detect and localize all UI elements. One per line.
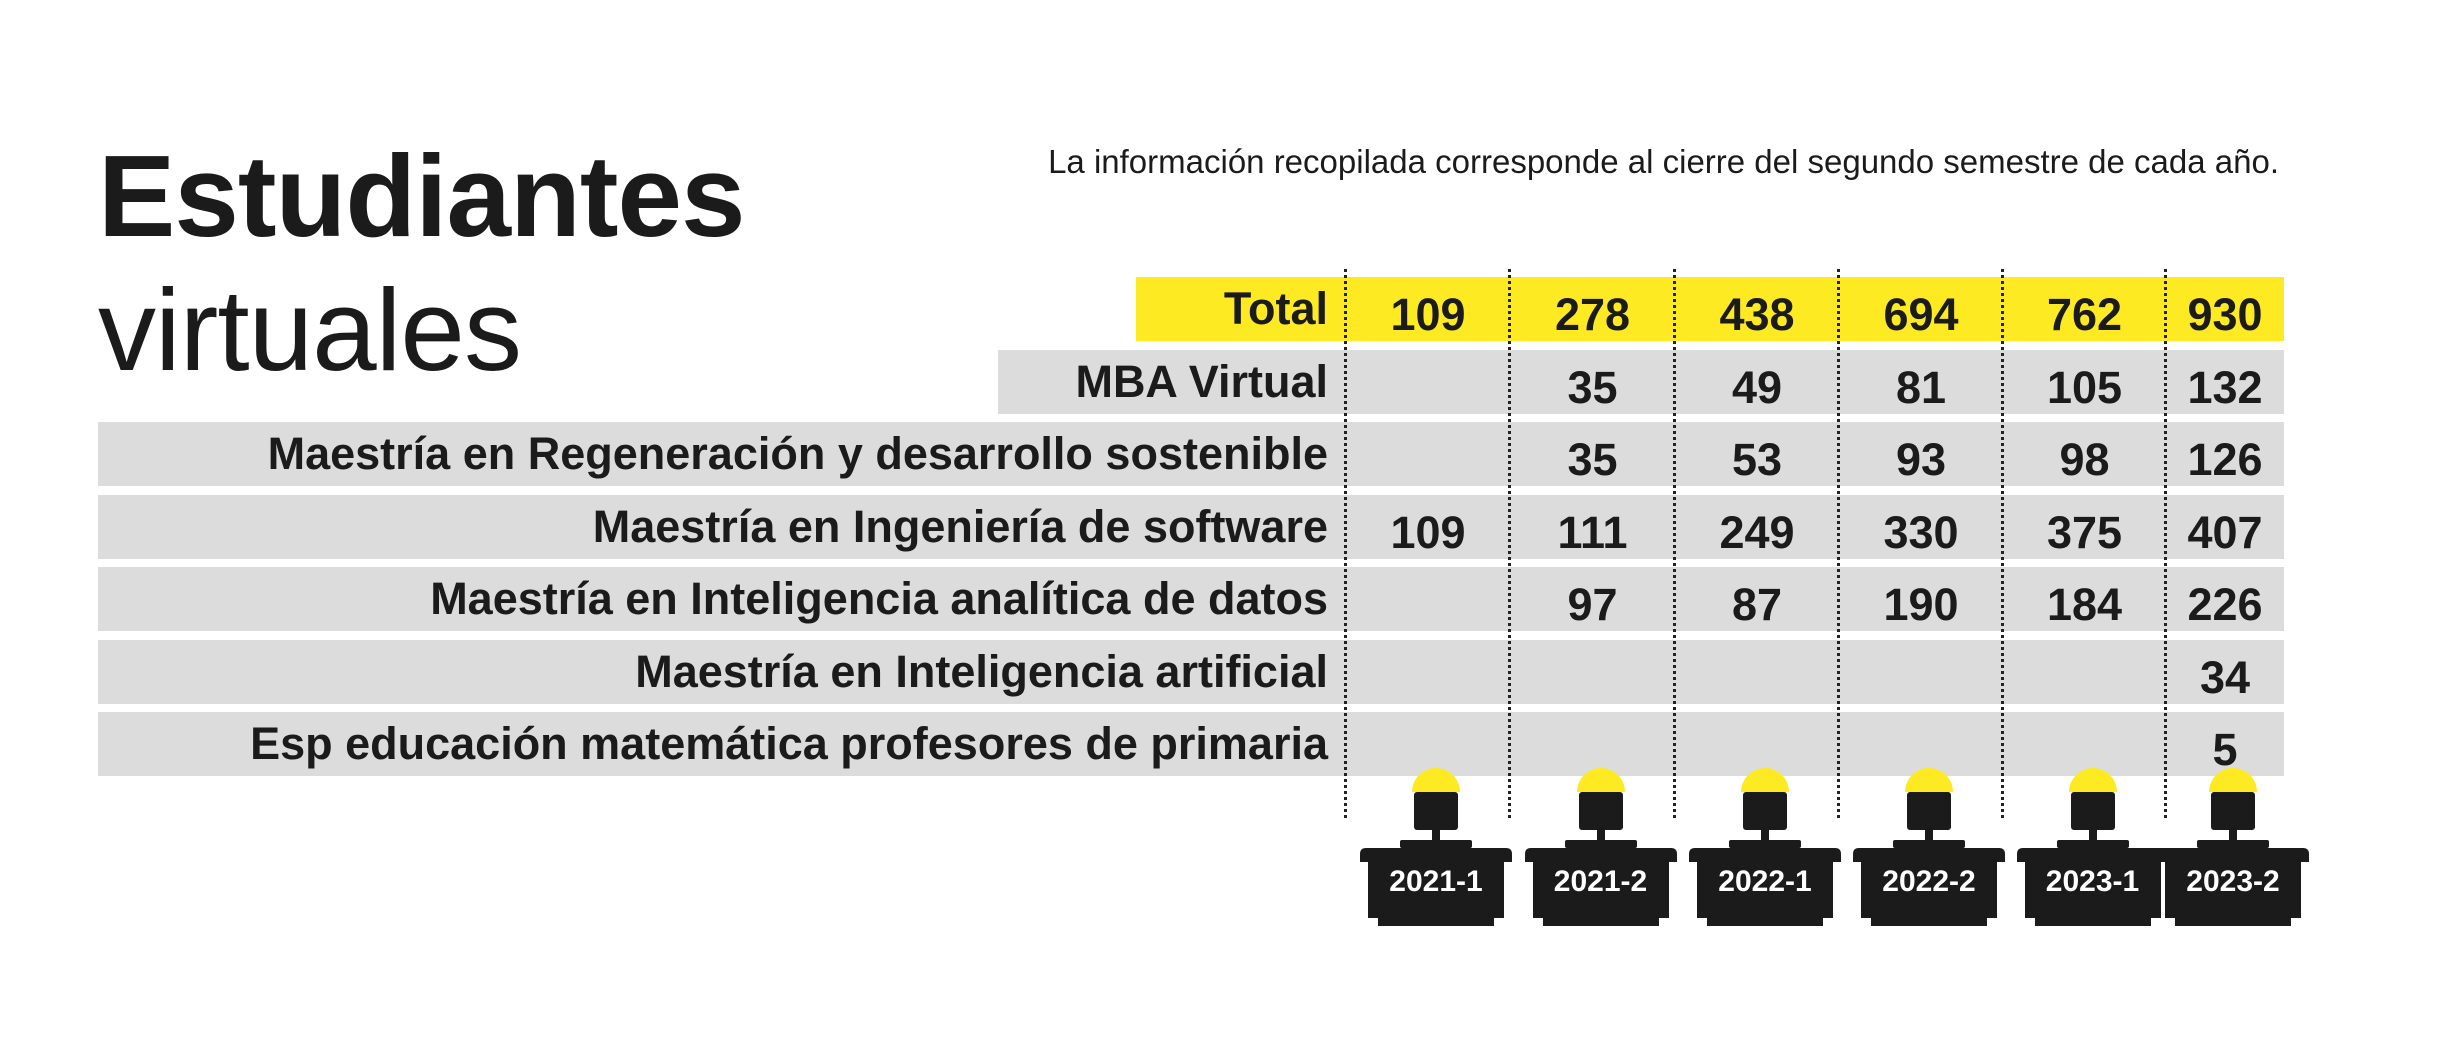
value-cell — [1346, 356, 1510, 420]
row-label: Esp educación matemática profesores de p… — [250, 718, 1328, 769]
total-value-cell: 438 — [1719, 289, 1795, 340]
row-label: MBA Virtual — [1075, 356, 1328, 407]
total-label: Total — [1223, 283, 1328, 334]
value-cell: 132 — [2187, 362, 2263, 413]
column-separator — [1837, 269, 1840, 818]
column-separator — [1508, 269, 1511, 818]
value-cell: 98 — [2059, 434, 2110, 485]
value-cell: 93 — [1895, 434, 1947, 485]
desk-computer-lamp-icon — [1524, 768, 1677, 926]
value-cell: 81 — [1895, 362, 1947, 413]
column-separator — [1673, 269, 1676, 818]
value-cell — [1839, 646, 2003, 710]
value-cell — [1346, 646, 1510, 710]
total-value-cell: 762 — [2046, 289, 2123, 340]
row-label: Maestría en Inteligencia analítica de da… — [430, 573, 1328, 624]
row-bg — [98, 712, 2284, 776]
row-bg — [998, 350, 2284, 414]
value-cell: 49 — [1731, 362, 1783, 413]
value-cell: 226 — [2187, 579, 2263, 630]
value-cell: 190 — [1883, 579, 1959, 630]
period-label: 2021-2 — [1553, 865, 1648, 898]
value-cell — [2003, 646, 2166, 710]
value-cell: 105 — [2046, 362, 2123, 413]
desk-computer-lamp-icon — [2016, 768, 2169, 926]
total-value-cell: 930 — [2187, 289, 2263, 340]
column-separator — [2001, 269, 2004, 818]
title-main: Estudiantes — [98, 131, 745, 261]
column-separator — [2164, 269, 2167, 818]
row-label: Maestría en Inteligencia artificial — [635, 646, 1328, 697]
value-cell: 249 — [1719, 507, 1795, 558]
value-cell — [1346, 428, 1510, 492]
desk-computer-lamp-icon — [1360, 768, 1512, 926]
value-cell: 109 — [1390, 507, 1466, 558]
value-cell: 5 — [2212, 724, 2238, 775]
value-cell — [1510, 646, 1675, 710]
desk-computer-lamp-icon — [2157, 768, 2309, 926]
period-label: 2022-1 — [1718, 865, 1812, 898]
value-cell: 126 — [2187, 434, 2263, 485]
value-cell: 34 — [2199, 652, 2251, 703]
row-bg — [98, 567, 2284, 631]
desk-computer-lamp-icon — [1689, 768, 1841, 926]
value-cell: 375 — [2046, 507, 2123, 558]
total-value-cell: 278 — [1554, 289, 1631, 340]
value-cell: 53 — [1731, 434, 1783, 485]
period-label: 2023-1 — [2045, 865, 2140, 898]
value-cell: 35 — [1567, 362, 1618, 413]
row-bg — [98, 640, 2284, 704]
value-cell — [1346, 573, 1510, 637]
value-cell: 87 — [1731, 579, 1783, 630]
value-cell: 330 — [1883, 507, 1959, 558]
row-label: Maestría en Ingeniería de software — [592, 501, 1328, 552]
value-cell: 35 — [1567, 434, 1618, 485]
value-cell: 184 — [2046, 579, 2123, 630]
row-label: Maestría en Regeneración y desarrollo so… — [267, 428, 1328, 479]
total-value-cell: 694 — [1883, 289, 1959, 340]
period-label: 2022-2 — [1882, 865, 1976, 898]
value-cell: 111 — [1557, 507, 1628, 558]
value-cell: 407 — [2187, 507, 2263, 558]
period-label: 2021-1 — [1389, 865, 1483, 898]
column-separator — [1344, 269, 1347, 818]
row-bg — [98, 495, 2284, 559]
desk-computer-lamp-icon — [1853, 768, 2005, 926]
value-cell — [1675, 646, 1839, 710]
period-label: 2023-2 — [2186, 865, 2280, 898]
row-bg — [98, 422, 2284, 486]
total-value-cell: 109 — [1390, 289, 1466, 340]
total-row-bg — [1136, 277, 2284, 341]
source-note: La información recopilada corresponde al… — [1048, 143, 2279, 180]
value-cell: 97 — [1567, 579, 1618, 630]
title-sub: virtuales — [98, 265, 522, 395]
